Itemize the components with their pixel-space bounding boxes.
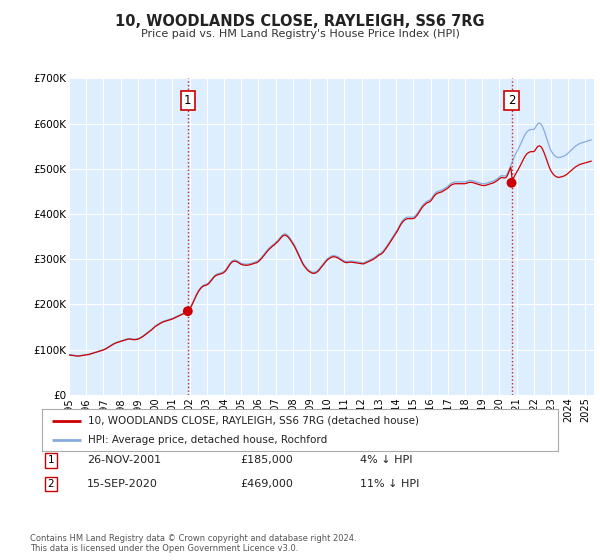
Text: Price paid vs. HM Land Registry's House Price Index (HPI): Price paid vs. HM Land Registry's House … [140,29,460,39]
Text: 1: 1 [47,455,55,465]
Text: 26-NOV-2001: 26-NOV-2001 [87,455,161,465]
Text: HPI: Average price, detached house, Rochford: HPI: Average price, detached house, Roch… [88,435,328,445]
Text: 10, WOODLANDS CLOSE, RAYLEIGH, SS6 7RG (detached house): 10, WOODLANDS CLOSE, RAYLEIGH, SS6 7RG (… [88,416,419,426]
Text: £469,000: £469,000 [240,479,293,489]
Text: £185,000: £185,000 [240,455,293,465]
Text: 11% ↓ HPI: 11% ↓ HPI [360,479,419,489]
Text: 1: 1 [184,94,191,107]
Point [507,178,517,187]
Text: Contains HM Land Registry data © Crown copyright and database right 2024.
This d: Contains HM Land Registry data © Crown c… [30,534,356,553]
Text: 15-SEP-2020: 15-SEP-2020 [87,479,158,489]
Point [183,307,193,316]
Text: 2: 2 [47,479,55,489]
Text: 4% ↓ HPI: 4% ↓ HPI [360,455,413,465]
Text: 10, WOODLANDS CLOSE, RAYLEIGH, SS6 7RG: 10, WOODLANDS CLOSE, RAYLEIGH, SS6 7RG [115,14,485,29]
Text: 2: 2 [508,94,515,107]
